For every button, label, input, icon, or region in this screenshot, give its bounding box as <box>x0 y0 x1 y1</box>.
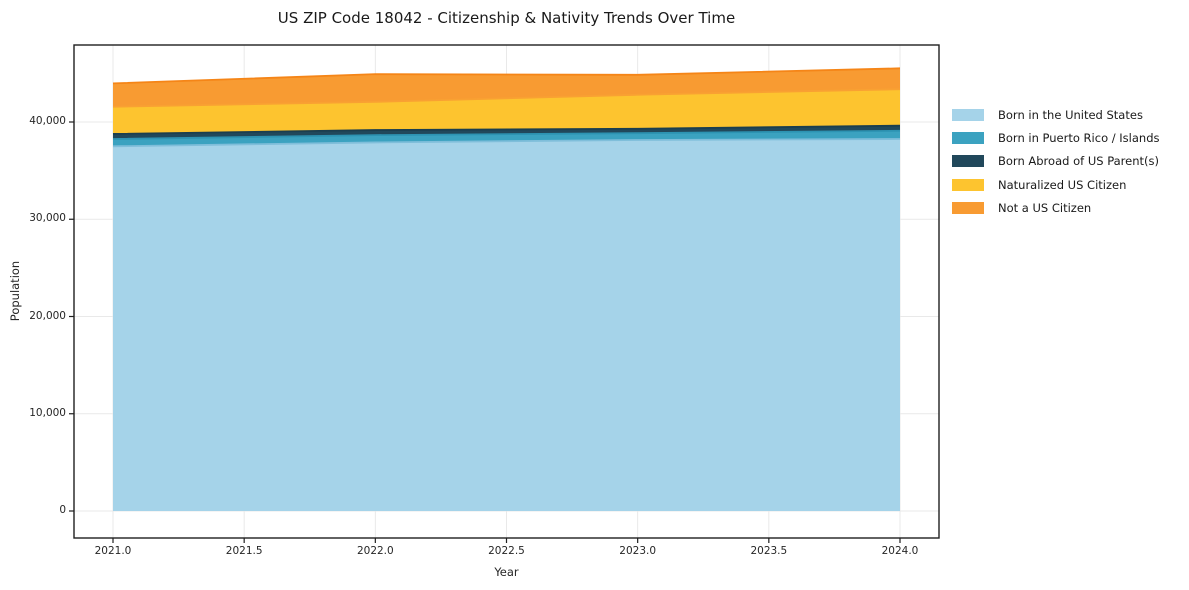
area-born-in-puerto-rico-islands <box>113 130 900 147</box>
legend-label: Born in Puerto Rico / Islands <box>998 130 1160 145</box>
y-tick-label: 40,000 <box>29 115 66 127</box>
legend-label: Born in the United States <box>998 107 1143 122</box>
y-tick-label: 20,000 <box>29 309 66 322</box>
legend-label: Naturalized US Citizen <box>998 177 1127 192</box>
area-not-a-us-citizen <box>113 68 900 107</box>
x-tick-label: 2023.5 <box>750 545 788 557</box>
legend-label: Born Abroad of US Parent(s) <box>998 154 1159 169</box>
y-tick-label: 30,000 <box>29 212 66 225</box>
boundary-line-born-abroad-of-us-parent-s <box>112 124 901 135</box>
legend: Born in the United States Born in Puerto … <box>952 103 1160 219</box>
x-tick-label: 2021.5 <box>225 545 263 557</box>
legend-item: Born in the United States <box>952 103 1160 126</box>
legend-swatch <box>952 131 984 144</box>
plot-border <box>73 44 940 539</box>
boundary-line-born-in-puerto-rico-islands <box>112 129 901 140</box>
y-axis-label: Population <box>8 260 22 322</box>
x-tick-label: 2021.0 <box>94 545 132 557</box>
x-axis-label: Year <box>494 565 519 579</box>
legend-item: Not a US Citizen <box>952 196 1160 219</box>
y-tick-label: 0 <box>59 504 66 516</box>
legend-swatch <box>952 201 984 214</box>
boundary-line-not-a-us-citizen <box>112 67 901 85</box>
legend-label: Not a US Citizen <box>998 200 1092 215</box>
area-born-in-the-united-states <box>113 139 900 511</box>
area-naturalized-us-citizen <box>113 89 900 134</box>
x-tick-label: 2023.0 <box>619 545 657 557</box>
boundary-line-born-in-the-united-states <box>112 138 901 148</box>
legend-swatch <box>952 155 984 168</box>
legend-swatch <box>952 178 984 191</box>
legend-swatch <box>952 108 984 121</box>
chart-title: US ZIP Code 18042 - Citizenship & Nativi… <box>277 9 736 27</box>
y-tick-label: 10,000 <box>29 406 66 419</box>
x-tick-label: 2022.0 <box>356 545 394 557</box>
boundary-line-naturalized-us-citizen <box>112 88 901 108</box>
legend-item: Born Abroad of US Parent(s) <box>952 150 1160 173</box>
legend-item: Born in Puerto Rico / Islands <box>952 126 1160 149</box>
legend-item: Naturalized US Citizen <box>952 173 1160 196</box>
x-tick-label: 2022.5 <box>488 545 525 557</box>
x-tick-label: 2024.0 <box>881 545 919 557</box>
